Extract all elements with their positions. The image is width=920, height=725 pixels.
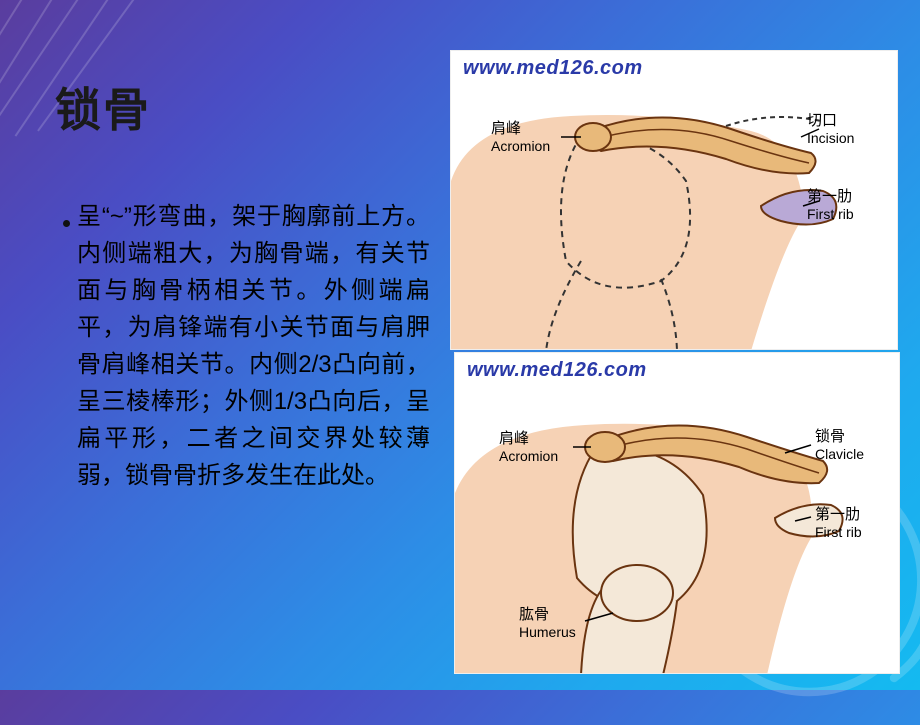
- slide-title: 锁骨: [55, 74, 430, 140]
- slide-content: 锁骨 呈“~”形弯曲，架于胸廓前上方。内侧端粗大，为胸骨端，有关节面与胸骨柄相关…: [0, 0, 920, 690]
- label-first-rib-2: 第一肋First rib: [815, 507, 862, 542]
- label-incision: 切口Incision: [807, 113, 854, 148]
- label-acromion-1: 肩峰Acromion: [491, 121, 550, 156]
- label-acromion-2: 肩峰Acromion: [499, 431, 558, 466]
- anatomy-figure-bottom: www.med126.com: [454, 352, 900, 674]
- label-clavicle: 锁骨Clavicle: [815, 429, 864, 464]
- anatomy-figure-top: www.med126.com: [450, 50, 898, 350]
- bullet-marker: [55, 214, 77, 232]
- label-first-rib-1: 第一肋First rib: [807, 189, 854, 224]
- right-column: www.med126.com: [450, 50, 920, 690]
- left-column: 锁骨 呈“~”形弯曲，架于胸廓前上方。内侧端粗大，为胸骨端，有关节面与胸骨柄相关…: [55, 50, 450, 690]
- bullet-item: 呈“~”形弯曲，架于胸廓前上方。内侧端粗大，为胸骨端，有关节面与胸骨柄相关节。外…: [55, 198, 430, 494]
- body-text: 呈“~”形弯曲，架于胸廓前上方。内侧端粗大，为胸骨端，有关节面与胸骨柄相关节。外…: [77, 198, 430, 494]
- label-humerus: 肱骨Humerus: [519, 607, 576, 642]
